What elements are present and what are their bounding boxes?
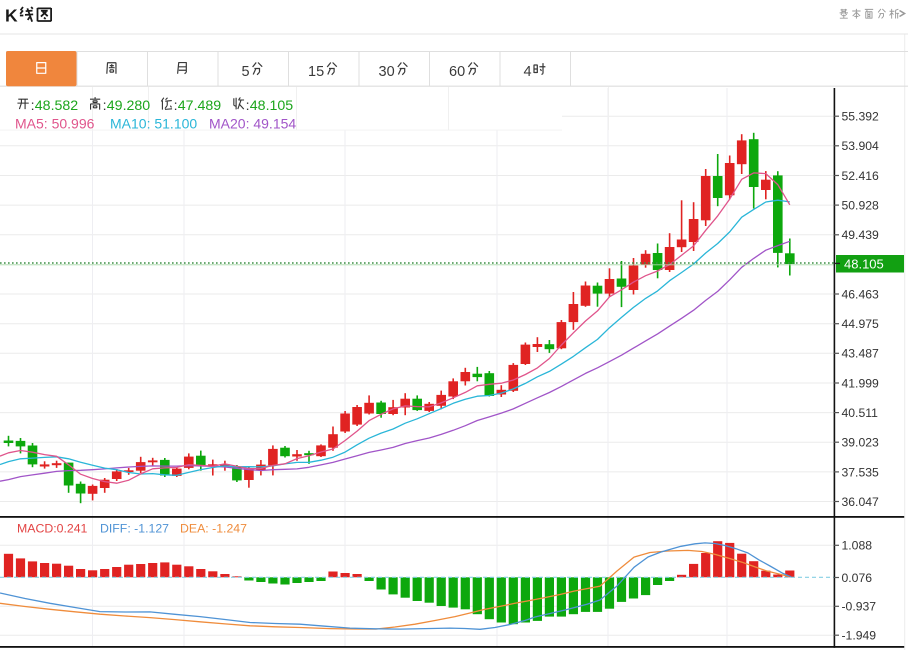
svg-text:40.511: 40.511 — [842, 406, 879, 420]
svg-text:41.999: 41.999 — [842, 376, 879, 390]
svg-text:MA20: 49.154: MA20: 49.154 — [209, 115, 296, 131]
svg-text:-0.937: -0.937 — [842, 600, 877, 614]
svg-text::: : — [174, 98, 178, 114]
svg-text:MA10: 51.100: MA10: 51.100 — [110, 115, 197, 131]
svg-text:MA5: 50.996: MA5: 50.996 — [15, 115, 95, 131]
svg-text:48.105: 48.105 — [250, 98, 294, 114]
svg-text:1.088: 1.088 — [842, 539, 873, 553]
svg-text:53.904: 53.904 — [842, 139, 879, 153]
svg-text:49.439: 49.439 — [842, 228, 879, 242]
svg-text::: : — [31, 98, 35, 114]
svg-text:4: 4 — [524, 64, 532, 80]
svg-text:DEA: -1.247: DEA: -1.247 — [180, 521, 247, 535]
svg-text:37.535: 37.535 — [842, 465, 879, 479]
svg-text:DIFF: -1.127: DIFF: -1.127 — [100, 521, 169, 535]
svg-text:49.280: 49.280 — [107, 98, 151, 114]
svg-text:30: 30 — [379, 64, 395, 80]
svg-text:48.105: 48.105 — [844, 256, 884, 271]
svg-text::: : — [246, 98, 250, 114]
svg-text:5: 5 — [242, 64, 250, 80]
svg-text:47.489: 47.489 — [178, 98, 222, 114]
svg-text:39.023: 39.023 — [842, 436, 879, 450]
svg-text:43.487: 43.487 — [842, 347, 879, 361]
svg-text:55.392: 55.392 — [842, 110, 879, 124]
svg-text:K: K — [5, 6, 18, 26]
svg-text:44.975: 44.975 — [842, 317, 879, 331]
svg-text:0.076: 0.076 — [842, 571, 873, 585]
svg-text:60: 60 — [449, 64, 465, 80]
svg-text:-1.949: -1.949 — [842, 629, 877, 643]
svg-text::: : — [103, 98, 107, 114]
svg-text:36.047: 36.047 — [842, 495, 879, 509]
svg-text:MACD:0.241: MACD:0.241 — [17, 521, 88, 535]
svg-text:50.928: 50.928 — [842, 199, 879, 213]
svg-text:46.463: 46.463 — [842, 287, 879, 301]
svg-text:15: 15 — [308, 64, 324, 80]
svg-text:52.416: 52.416 — [842, 169, 879, 183]
svg-text:48.582: 48.582 — [35, 98, 79, 114]
